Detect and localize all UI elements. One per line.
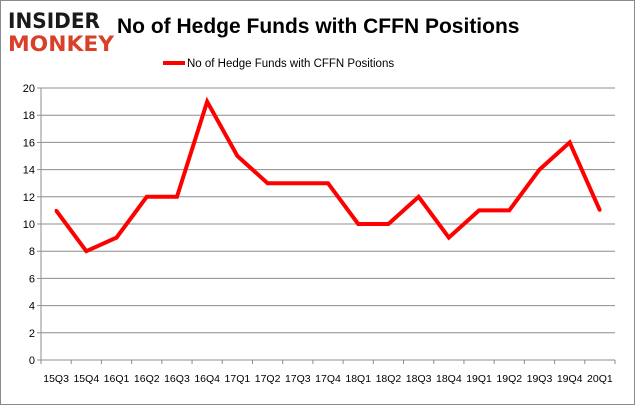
data-point bbox=[84, 249, 88, 253]
data-point bbox=[115, 236, 119, 240]
x-tick-label: 19Q3 bbox=[527, 373, 553, 385]
legend-label: No of Hedge Funds with CFFN Positions bbox=[187, 58, 394, 70]
data-point bbox=[417, 195, 421, 199]
y-tick-label: 20 bbox=[23, 83, 35, 95]
x-tick-label: 17Q4 bbox=[315, 373, 341, 385]
y-tick-label: 10 bbox=[23, 219, 35, 231]
x-tick-label: 17Q3 bbox=[285, 373, 311, 385]
y-tick-label: 6 bbox=[29, 273, 35, 285]
data-point bbox=[537, 168, 541, 172]
y-tick-label: 0 bbox=[29, 355, 35, 367]
data-point bbox=[175, 195, 179, 199]
x-tick-label: 17Q1 bbox=[225, 373, 251, 385]
chart-title: No of Hedge Funds with CFFN Positions bbox=[117, 15, 519, 38]
x-tick-label: 19Q2 bbox=[496, 373, 522, 385]
x-tick-label: 18Q1 bbox=[345, 373, 371, 385]
logo-line2: MONKEY bbox=[8, 32, 115, 56]
x-tick-label: 18Q3 bbox=[406, 373, 432, 385]
logo: INSIDER MONKEY bbox=[8, 9, 115, 56]
data-point bbox=[568, 140, 572, 144]
x-tick-label: 16Q3 bbox=[164, 373, 190, 385]
x-tick-label: 16Q2 bbox=[134, 373, 160, 385]
x-tick-label: 16Q1 bbox=[104, 373, 130, 385]
data-point bbox=[507, 208, 511, 212]
x-tick-label: 19Q4 bbox=[557, 373, 583, 385]
y-tick-label: 2 bbox=[29, 328, 35, 340]
data-point bbox=[205, 100, 209, 104]
y-tick-label: 14 bbox=[23, 165, 35, 177]
data-point bbox=[447, 236, 451, 240]
data-point bbox=[235, 154, 239, 158]
x-tick-label: 16Q4 bbox=[194, 373, 220, 385]
x-tick-label: 18Q4 bbox=[436, 373, 462, 385]
data-point bbox=[477, 208, 481, 212]
data-point bbox=[145, 195, 149, 199]
y-tick-label: 18 bbox=[23, 110, 35, 122]
data-point bbox=[54, 208, 58, 212]
logo-line1: INSIDER bbox=[8, 9, 100, 33]
x-tick-label: 15Q4 bbox=[73, 373, 99, 385]
data-point bbox=[598, 208, 602, 212]
series-line bbox=[54, 96, 602, 254]
y-tick-label: 8 bbox=[29, 246, 35, 258]
data-point bbox=[296, 181, 300, 185]
x-tick-label: 20Q1 bbox=[587, 373, 613, 385]
y-tick-label: 16 bbox=[23, 137, 35, 149]
x-tick-label: 17Q2 bbox=[255, 373, 281, 385]
data-point bbox=[266, 181, 270, 185]
x-tick-label: 18Q2 bbox=[376, 373, 402, 385]
data-point bbox=[386, 222, 390, 226]
data-point bbox=[356, 222, 360, 226]
x-tick-label: 15Q3 bbox=[43, 373, 69, 385]
y-tick-label: 12 bbox=[23, 192, 35, 204]
y-tick-label: 4 bbox=[29, 301, 35, 313]
data-point bbox=[326, 181, 330, 185]
x-tick-label: 19Q1 bbox=[466, 373, 492, 385]
